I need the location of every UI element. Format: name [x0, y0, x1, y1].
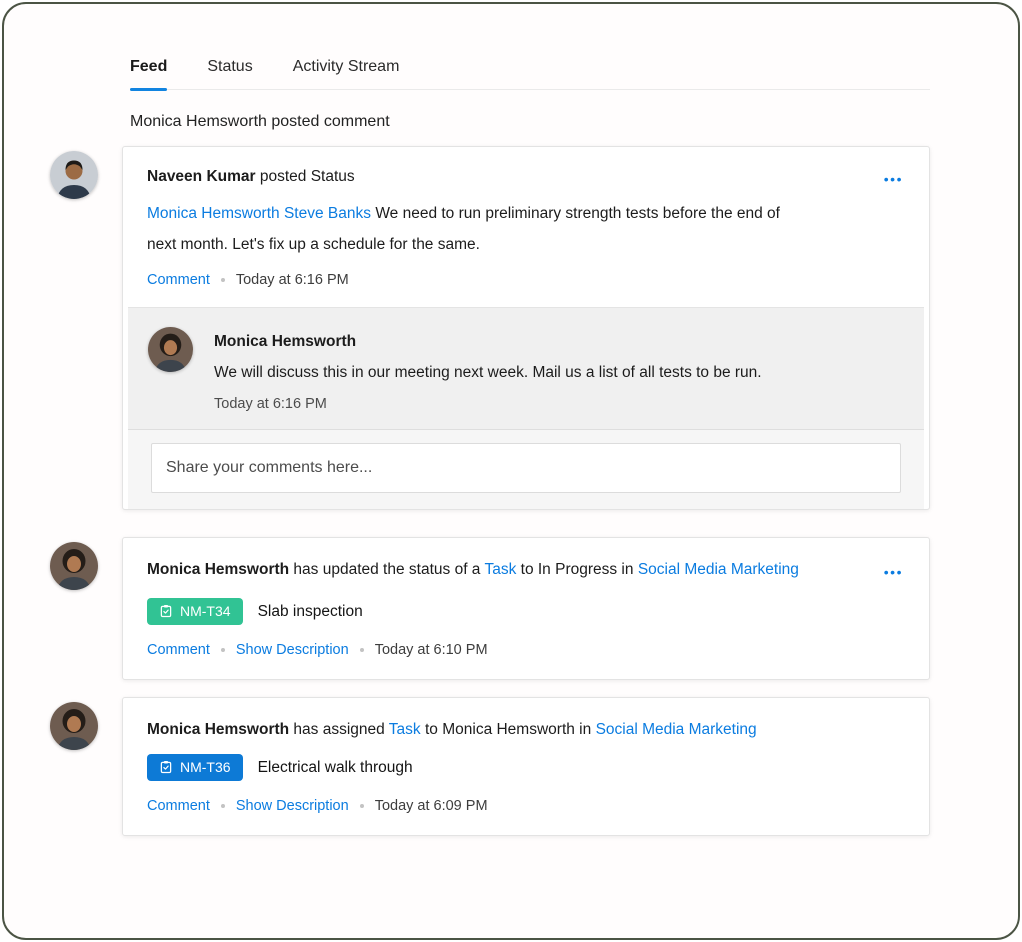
status-body: Monica Hemsworth Steve Banks We need to … [147, 198, 812, 260]
feed-item-task-update: Monica Hemsworth has updated the status … [50, 537, 930, 680]
status-text: We need to run preliminary strength test… [147, 205, 780, 253]
task-card-title: Monica Hemsworth has updated the status … [147, 561, 799, 579]
avatar-column [50, 697, 122, 750]
status-section: Naveen Kumar posted Status ••• Monica He… [123, 147, 929, 307]
task-card: Monica Hemsworth has updated the status … [122, 537, 930, 680]
task-action-text: to In Progress in [520, 561, 634, 578]
comment-thread: Monica Hemsworth We will discuss this in… [128, 307, 924, 430]
task-link[interactable]: Task [484, 561, 517, 578]
female-avatar-image [50, 702, 98, 750]
more-menu-button[interactable]: ••• [883, 564, 903, 580]
comment-text: We will discuss this in our meeting next… [214, 364, 762, 381]
mention-link[interactable]: Steve Banks [283, 205, 371, 222]
comment-input[interactable] [151, 443, 901, 493]
project-link[interactable]: Social Media Marketing [637, 561, 799, 578]
task-clipboard-icon [160, 605, 172, 618]
task-actor: Monica Hemsworth [147, 721, 290, 738]
comment-timestamp: Today at 6:16 PM [214, 396, 327, 412]
task-timestamp: Today at 6:10 PM [374, 642, 488, 658]
dot-separator-icon [220, 804, 225, 808]
task-link[interactable]: Task [388, 721, 421, 738]
task-id-label: NM-T36 [180, 759, 231, 775]
task-section: Monica Hemsworth has updated the status … [123, 538, 929, 679]
comment-link[interactable]: Comment [147, 272, 210, 288]
task-id-badge[interactable]: NM-T34 [147, 598, 243, 625]
project-link[interactable]: Social Media Marketing [595, 721, 757, 738]
feed-group-header: Monica Hemsworth posted comment [130, 113, 390, 130]
tab-feed[interactable]: Feed [130, 58, 168, 91]
monica-hemsworth-avatar[interactable] [50, 702, 98, 750]
task-id-badge[interactable]: NM-T36 [147, 754, 243, 781]
feed-item-task-assigned: Monica Hemsworth has assigned Task to Mo… [50, 697, 930, 836]
task-section: Monica Hemsworth has assigned Task to Mo… [123, 698, 929, 835]
task-card-title: Monica Hemsworth has assigned Task to Mo… [147, 721, 757, 739]
comment-link[interactable]: Comment [147, 642, 210, 658]
task-clipboard-icon [160, 761, 172, 774]
status-footer: Comment Today at 6:16 PM [147, 272, 905, 288]
tab-activity-stream[interactable]: Activity Stream [292, 58, 400, 75]
show-description-link[interactable]: Show Description [235, 798, 349, 814]
task-action-text: has updated the status of a [293, 561, 481, 578]
dot-separator-icon [359, 804, 364, 808]
task-badge-row: NM-T34 Slab inspection [147, 598, 905, 625]
task-actor: Monica Hemsworth [147, 561, 290, 578]
status-card: Naveen Kumar posted Status ••• Monica He… [122, 146, 930, 510]
task-action-text: has assigned [293, 721, 385, 738]
feed-page: Feed Status Activity Stream Monica Hemsw… [4, 4, 1018, 836]
female-avatar-image [50, 542, 98, 590]
tab-bar: Feed Status Activity Stream [130, 58, 930, 91]
task-footer: Comment Show Description Today at 6:10 P… [147, 642, 905, 658]
female-avatar-image [148, 327, 193, 372]
status-action: posted Status [259, 168, 355, 185]
avatar-column [50, 537, 122, 590]
status-card-title: Naveen Kumar posted Status [147, 168, 355, 186]
male-avatar-image [50, 151, 98, 199]
monica-hemsworth-avatar[interactable] [148, 327, 193, 372]
naveen-kumar-avatar[interactable] [50, 151, 98, 199]
status-timestamp: Today at 6:16 PM [235, 272, 349, 288]
comment-content: Monica Hemsworth We will discuss this in… [214, 327, 762, 412]
dot-separator-icon [220, 278, 225, 282]
status-author: Naveen Kumar [147, 168, 256, 185]
mention-link[interactable]: Monica Hemsworth [147, 205, 280, 222]
monica-hemsworth-avatar[interactable] [50, 542, 98, 590]
task-card: Monica Hemsworth has assigned Task to Mo… [122, 697, 930, 836]
task-badge-row: NM-T36 Electrical walk through [147, 754, 905, 781]
tab-status[interactable]: Status [207, 58, 253, 75]
avatar-column [50, 146, 122, 199]
task-action-text: to Monica Hemsworth in [424, 721, 592, 738]
feed-item-status: Naveen Kumar posted Status ••• Monica He… [50, 146, 930, 510]
comment-input-section [128, 430, 924, 509]
dot-separator-icon [359, 648, 364, 652]
dot-separator-icon [220, 648, 225, 652]
task-title: Slab inspection [257, 602, 363, 620]
comment-author: Monica Hemsworth [214, 333, 357, 350]
more-menu-button[interactable]: ••• [883, 171, 903, 187]
task-id-label: NM-T34 [180, 603, 231, 619]
show-description-link[interactable]: Show Description [235, 642, 349, 658]
task-timestamp: Today at 6:09 PM [374, 798, 488, 814]
comment-link[interactable]: Comment [147, 798, 210, 814]
task-footer: Comment Show Description Today at 6:09 P… [147, 798, 905, 814]
task-title: Electrical walk through [257, 758, 413, 776]
